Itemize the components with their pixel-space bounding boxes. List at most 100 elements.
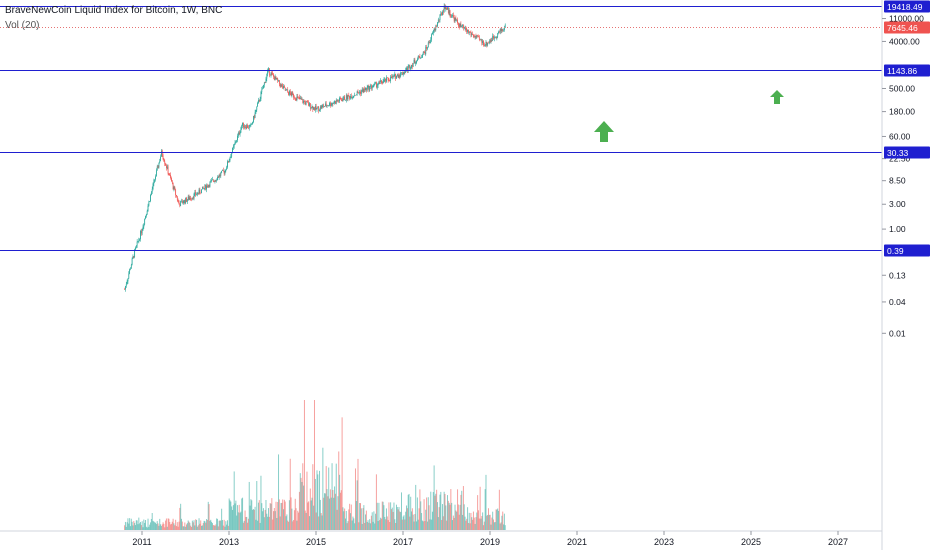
volume-bar [274, 511, 276, 530]
candle-body [145, 216, 146, 219]
volume-bar [157, 523, 159, 530]
volume-bar [463, 504, 465, 530]
green-arrow-up-icon [594, 121, 614, 142]
candle-body [325, 103, 327, 107]
candle-body [477, 35, 479, 37]
volume-bar [286, 514, 288, 530]
volume-bar [126, 522, 128, 530]
candle-body [357, 91, 359, 93]
volume-bar [148, 526, 150, 530]
volume-bar [293, 519, 295, 530]
candle-body [211, 179, 212, 181]
candle-body [143, 224, 145, 227]
x-tick-label: 2023 [654, 537, 674, 547]
volume-bar [336, 509, 338, 530]
volume-bar [477, 495, 479, 530]
candle-body [219, 174, 221, 176]
candle-body [447, 7, 449, 14]
candle-body [163, 159, 165, 162]
volume-bar [239, 512, 241, 530]
candle-body [195, 192, 197, 196]
volume-bar [260, 475, 262, 530]
volume-bar [499, 523, 501, 530]
candle-body [314, 106, 316, 111]
x-tick-label: 2017 [393, 537, 413, 547]
volume-bar [134, 522, 136, 530]
volume-bar [332, 489, 334, 530]
candle-body [214, 180, 216, 182]
candle-body [387, 77, 389, 81]
candle-body [411, 64, 412, 68]
candle-body [430, 39, 432, 43]
candle-body [335, 101, 336, 104]
candle-body [354, 95, 356, 97]
volume-bar [175, 526, 177, 530]
volume-bar [139, 521, 141, 530]
volume-bar [473, 517, 475, 530]
candle-body [168, 173, 170, 176]
candle-body [272, 73, 274, 75]
volume-bar [221, 508, 223, 530]
volume-bar [131, 521, 133, 530]
candle-body [453, 16, 455, 22]
candle-body [425, 46, 427, 55]
volume-bar [284, 501, 286, 530]
volume-bar [191, 526, 193, 530]
candle-body [317, 106, 319, 108]
candle-body [299, 98, 301, 99]
volume-bar [339, 474, 341, 530]
y-tick-label: 0.13 [889, 270, 906, 280]
volume-bar [311, 497, 313, 530]
candle-body [271, 72, 273, 74]
candle-body [124, 289, 125, 290]
candle-body [365, 88, 367, 91]
volume-bar [465, 520, 467, 530]
volume-bar [162, 522, 164, 530]
level-label: 7645.46 [887, 23, 918, 33]
candle-body [359, 91, 361, 93]
volume-bar [307, 502, 309, 530]
volume-bar [392, 511, 394, 530]
candle-body [190, 198, 192, 199]
volume-bar [445, 505, 447, 530]
volume-bar [140, 525, 142, 530]
volume-bar [378, 502, 380, 530]
candle-body [331, 103, 333, 105]
candle-body [207, 185, 208, 188]
candle-body [343, 96, 345, 100]
candle-body [314, 107, 315, 111]
candle-body [431, 34, 433, 40]
candle-body [501, 29, 503, 32]
volume-bar [324, 493, 326, 530]
volume-bar [485, 474, 487, 530]
volume-bar [347, 521, 349, 530]
volume-bar [416, 497, 418, 530]
volume-bar [193, 520, 195, 530]
volume-bar [273, 511, 275, 530]
candle-body [406, 67, 408, 71]
candle-body [334, 101, 335, 104]
candle-body [493, 36, 494, 39]
candle-body [194, 192, 196, 194]
volume-bar [360, 508, 362, 530]
candle-body [348, 95, 350, 97]
candle-body [401, 72, 403, 75]
candle-body [207, 185, 209, 188]
volume-bar [355, 501, 357, 530]
candle-body [285, 89, 287, 91]
volume-bar [484, 489, 486, 530]
volume-bar [460, 494, 462, 530]
volume-bar [476, 512, 478, 530]
volume-bar [216, 518, 218, 530]
level-label-bg [884, 21, 930, 34]
volume-bar [441, 519, 443, 530]
candle-body [463, 27, 465, 29]
volume-bar [190, 525, 192, 530]
candle-body [183, 200, 185, 203]
volume-bar [323, 497, 325, 530]
volume-bar [313, 505, 315, 530]
volume-bar [281, 502, 283, 530]
volume-bar [150, 518, 152, 530]
candle-body [275, 76, 277, 80]
candle-body [184, 200, 186, 204]
